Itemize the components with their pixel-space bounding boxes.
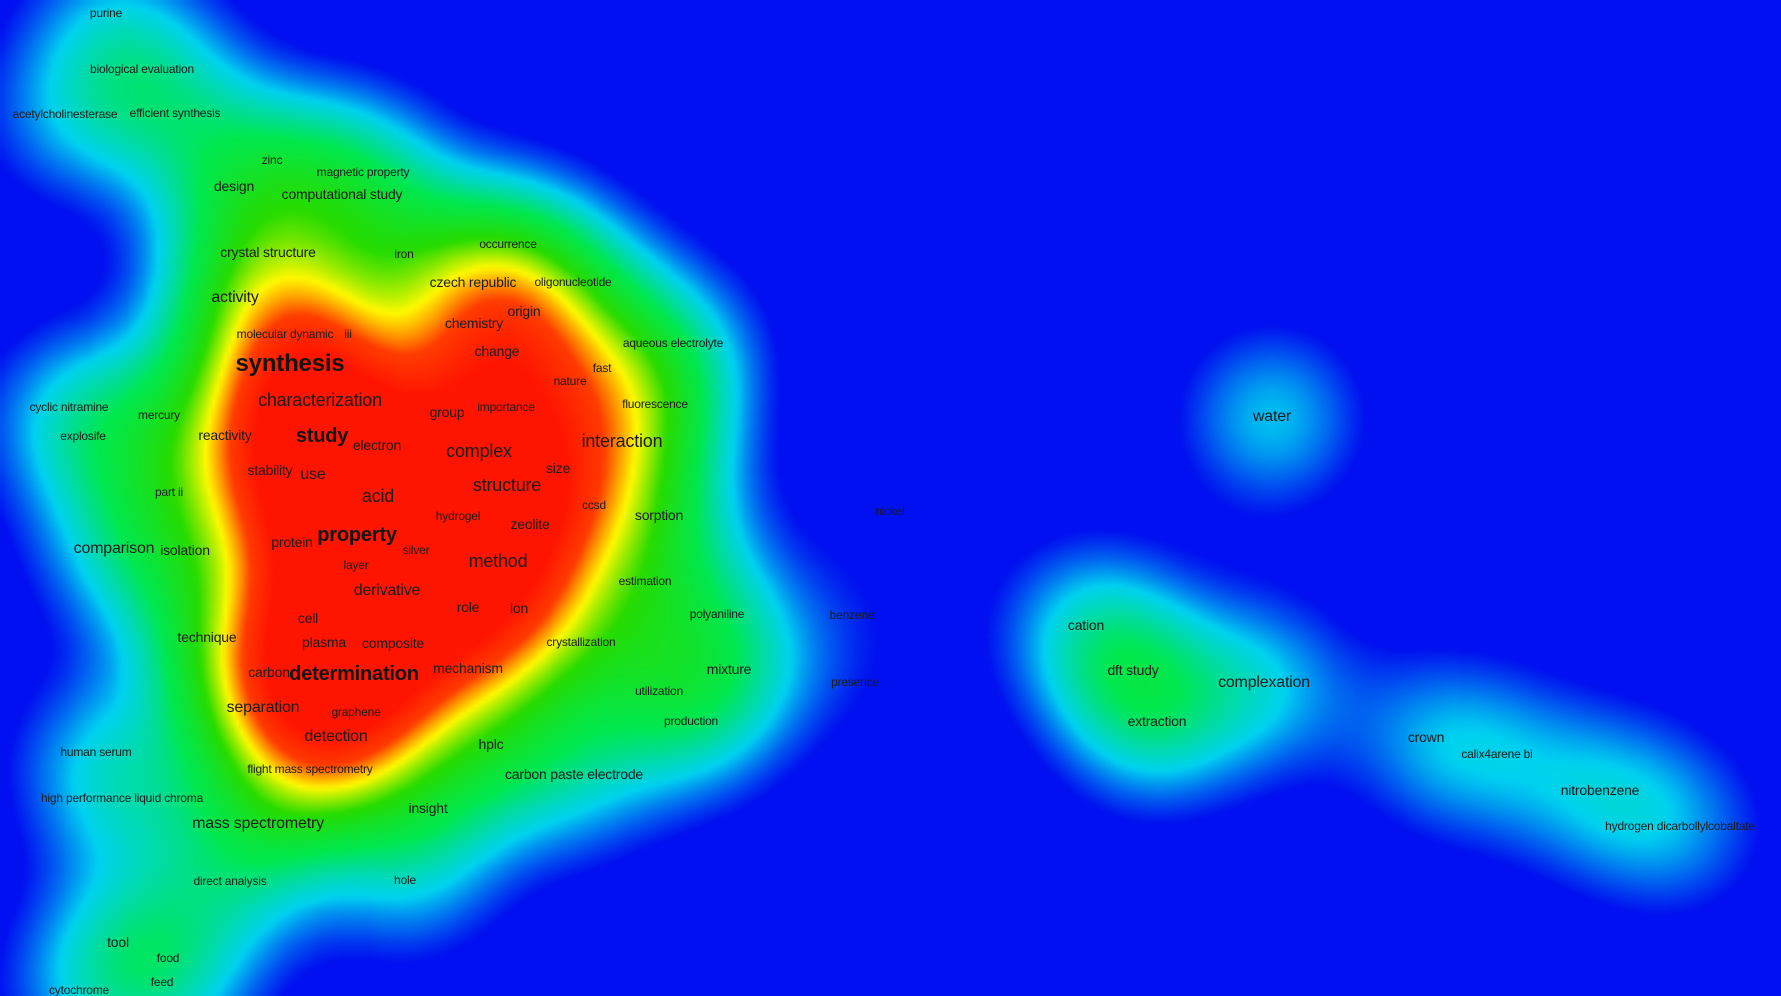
- term-label[interactable]: estimation: [618, 574, 672, 588]
- term-label[interactable]: direct analysis: [193, 874, 267, 888]
- term-label[interactable]: oligonucleotide: [534, 275, 612, 289]
- term-label[interactable]: use: [300, 466, 326, 483]
- term-label[interactable]: extraction: [1127, 713, 1187, 729]
- term-label[interactable]: occurrence: [479, 237, 537, 251]
- term-label[interactable]: sorption: [634, 507, 684, 523]
- term-label[interactable]: mercury: [138, 408, 180, 422]
- term-label[interactable]: cation: [1067, 617, 1105, 633]
- term-label[interactable]: composite: [361, 635, 425, 651]
- term-label[interactable]: aqueous electrolyte: [622, 336, 724, 350]
- term-label[interactable]: tool: [107, 934, 129, 950]
- term-label[interactable]: electron: [352, 437, 402, 453]
- term-label[interactable]: fast: [592, 361, 612, 375]
- term-label[interactable]: cyclic nitramine: [29, 400, 109, 414]
- term-label[interactable]: efficient synthesis: [129, 106, 221, 120]
- term-label[interactable]: biological evaluation: [90, 62, 194, 76]
- term-label[interactable]: flight mass spectrometry: [247, 762, 373, 776]
- term-label[interactable]: food: [156, 951, 180, 965]
- term-label[interactable]: hydrogel: [435, 509, 481, 523]
- term-label[interactable]: acid: [361, 486, 395, 506]
- term-label[interactable]: role: [456, 599, 480, 615]
- term-label[interactable]: change: [474, 343, 520, 359]
- term-label[interactable]: detection: [304, 728, 368, 745]
- term-label[interactable]: importance: [477, 400, 535, 414]
- term-label[interactable]: protein: [271, 534, 313, 550]
- term-label[interactable]: magnetic property: [316, 165, 410, 179]
- term-label[interactable]: calix4arene bi: [1461, 747, 1533, 761]
- term-label[interactable]: layer: [343, 558, 369, 572]
- term-label[interactable]: mixture: [706, 661, 752, 677]
- term-label[interactable]: separation: [226, 699, 300, 716]
- term-label[interactable]: fluorescence: [622, 397, 688, 411]
- term-label[interactable]: cell: [297, 610, 319, 626]
- term-label[interactable]: interaction: [581, 431, 663, 451]
- term-label[interactable]: design: [213, 178, 255, 194]
- term-label[interactable]: chemistry: [444, 315, 504, 331]
- term-label[interactable]: structure: [472, 475, 542, 495]
- term-label[interactable]: presence: [831, 675, 879, 689]
- term-label[interactable]: crystallization: [546, 635, 616, 649]
- term-label[interactable]: complexation: [1218, 674, 1310, 691]
- term-label[interactable]: comparison: [73, 540, 155, 557]
- term-label[interactable]: high performance liquid chroma: [40, 791, 204, 805]
- term-label[interactable]: zinc: [261, 153, 283, 167]
- term-label[interactable]: stability: [247, 462, 293, 478]
- term-label[interactable]: mechanism: [433, 660, 503, 676]
- term-label[interactable]: complex: [446, 441, 512, 461]
- term-label[interactable]: activity: [211, 289, 259, 306]
- term-label[interactable]: graphene: [331, 705, 381, 719]
- term-label[interactable]: nickel: [875, 504, 905, 518]
- term-label[interactable]: iron: [394, 247, 414, 261]
- term-label[interactable]: study: [295, 425, 349, 447]
- term-label[interactable]: explosife: [60, 429, 106, 443]
- term-label[interactable]: carbon paste electrode: [504, 766, 644, 782]
- term-label[interactable]: polyaniline: [689, 607, 745, 621]
- term-label[interactable]: origin: [507, 303, 541, 319]
- term-label[interactable]: czech republic: [429, 274, 517, 290]
- term-label[interactable]: acetylcholinesterase: [12, 107, 118, 121]
- term-label[interactable]: crystal structure: [220, 244, 316, 260]
- term-label[interactable]: determination: [289, 663, 419, 685]
- term-label[interactable]: iii: [344, 327, 352, 341]
- term-label[interactable]: hole: [394, 873, 416, 887]
- term-label[interactable]: size: [545, 460, 571, 476]
- term-label[interactable]: zeolite: [510, 516, 550, 532]
- term-label[interactable]: ion: [509, 600, 529, 616]
- term-label[interactable]: ccsd: [582, 498, 606, 512]
- term-label[interactable]: feed: [150, 975, 174, 989]
- term-label[interactable]: silver: [402, 543, 430, 557]
- term-label[interactable]: computational study: [281, 186, 403, 202]
- term-label[interactable]: benzene: [829, 608, 875, 622]
- term-label[interactable]: cytochrome: [48, 983, 110, 996]
- term-label[interactable]: human serum: [60, 745, 132, 759]
- term-label[interactable]: carbon: [248, 664, 290, 680]
- term-label[interactable]: property: [317, 524, 397, 546]
- term-label[interactable]: insight: [408, 800, 448, 816]
- term-label[interactable]: isolation: [160, 542, 210, 558]
- term-label[interactable]: dft study: [1107, 662, 1159, 678]
- term-label[interactable]: group: [429, 404, 465, 420]
- term-label[interactable]: nitrobenzene: [1560, 782, 1640, 798]
- term-label[interactable]: molecular dynamic: [236, 327, 334, 341]
- term-label[interactable]: water: [1252, 408, 1292, 425]
- term-label[interactable]: synthesis: [235, 350, 345, 377]
- term-label[interactable]: derivative: [353, 582, 421, 599]
- term-label[interactable]: reactivity: [198, 427, 252, 443]
- term-label[interactable]: method: [468, 551, 528, 571]
- term-label[interactable]: technique: [177, 629, 237, 645]
- term-label[interactable]: hplc: [478, 736, 504, 752]
- term-label[interactable]: characterization: [258, 390, 382, 410]
- term-label[interactable]: hydrogen dicarbollylcobaltate: [1605, 819, 1755, 833]
- term-label[interactable]: mass spectrometry: [192, 815, 324, 832]
- term-label[interactable]: part ii: [155, 485, 183, 499]
- term-label[interactable]: utilization: [635, 684, 683, 698]
- term-label[interactable]: production: [663, 714, 719, 728]
- term-label[interactable]: purine: [89, 6, 123, 20]
- term-label[interactable]: crown: [1407, 729, 1445, 745]
- term-label[interactable]: plasma: [302, 634, 346, 650]
- term-label[interactable]: nature: [553, 374, 587, 388]
